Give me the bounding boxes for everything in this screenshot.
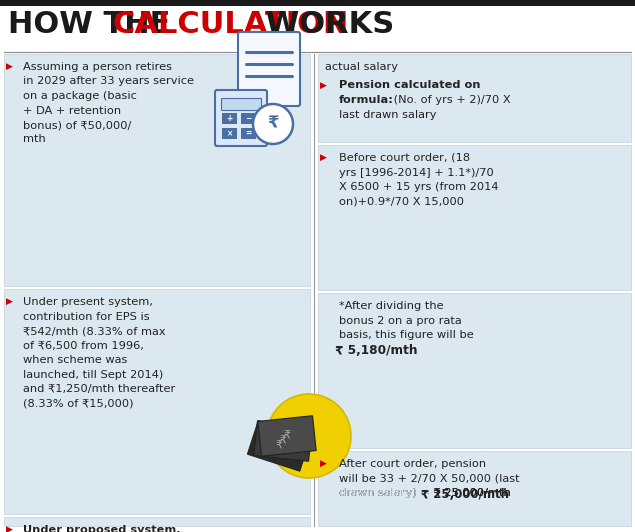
- Circle shape: [253, 104, 293, 144]
- Text: on)+0.9*/70 X 15,000: on)+0.9*/70 X 15,000: [339, 196, 464, 206]
- Text: ₹ 5,180/mth: ₹ 5,180/mth: [335, 345, 417, 358]
- Text: ▶: ▶: [320, 459, 327, 468]
- Text: =: =: [245, 129, 251, 138]
- Text: (8.33% of ₹15,000): (8.33% of ₹15,000): [23, 398, 133, 409]
- Text: +: +: [226, 114, 232, 123]
- Bar: [318, 145, 631, 290]
- Text: bonus 2 on a pro rata: bonus 2 on a pro rata: [339, 315, 462, 326]
- Text: contribution for EPS is: contribution for EPS is: [23, 312, 150, 321]
- Bar: [241, 113, 256, 124]
- Bar: [318, 293, 631, 448]
- Circle shape: [267, 394, 351, 478]
- Text: X 6500 + 15 yrs (from 2014: X 6500 + 15 yrs (from 2014: [339, 182, 498, 192]
- Bar: [222, 128, 237, 139]
- Text: formula:: formula:: [339, 95, 394, 105]
- Text: ₹: ₹: [276, 441, 283, 451]
- Text: and ₹1,250/mth thereafter: and ₹1,250/mth thereafter: [23, 384, 175, 394]
- Text: After court order, pension: After court order, pension: [339, 459, 486, 469]
- Text: ₹: ₹: [283, 431, 291, 441]
- Bar: [4, 289, 310, 514]
- Text: (No. of yrs + 2)/70 X: (No. of yrs + 2)/70 X: [390, 95, 511, 105]
- Text: ▶: ▶: [6, 62, 13, 71]
- Text: ▶: ▶: [6, 525, 13, 532]
- Text: mth: mth: [23, 135, 46, 145]
- Text: Assuming a person retires: Assuming a person retires: [23, 62, 172, 72]
- Text: ▶: ▶: [320, 153, 327, 162]
- FancyBboxPatch shape: [215, 90, 267, 146]
- Polygon shape: [258, 415, 316, 456]
- Text: actual salary: actual salary: [325, 62, 398, 72]
- Text: ₹: ₹: [279, 436, 286, 446]
- Text: −: −: [245, 114, 251, 123]
- Text: drawn salary) =: drawn salary) =: [339, 488, 434, 498]
- Text: ₹ 25,000/mth: ₹ 25,000/mth: [420, 488, 509, 501]
- FancyBboxPatch shape: [238, 32, 300, 106]
- Bar: [318, 54, 631, 142]
- Text: launched, till Sept 2014): launched, till Sept 2014): [23, 370, 163, 379]
- Polygon shape: [248, 421, 311, 471]
- Bar: [4, 517, 310, 526]
- Text: will be 33 + 2/70 X 50,000 (last: will be 33 + 2/70 X 50,000 (last: [339, 473, 519, 484]
- Text: ₹: ₹: [267, 114, 279, 132]
- Text: when scheme was: when scheme was: [23, 355, 128, 365]
- Text: ₹542/mth (8.33% of max: ₹542/mth (8.33% of max: [23, 326, 166, 336]
- Text: HOW THE: HOW THE: [8, 10, 181, 39]
- Bar: [221, 98, 261, 110]
- Text: drawn salary) = ₹ 25,000/mth: drawn salary) = ₹ 25,000/mth: [339, 488, 511, 498]
- Text: yrs [1996-2014] + 1.1*)/70: yrs [1996-2014] + 1.1*)/70: [339, 168, 494, 178]
- Text: drawn salary) = ₹ 25,000/mth: drawn salary) = ₹ 25,000/mth: [339, 488, 511, 498]
- Bar: [222, 113, 237, 124]
- Bar: [318, 451, 631, 526]
- Text: + DA + retention: + DA + retention: [23, 105, 121, 115]
- Text: bonus) of ₹50,000/: bonus) of ₹50,000/: [23, 120, 131, 130]
- Text: Pension calculated on: Pension calculated on: [339, 80, 481, 90]
- Text: on a package (basic: on a package (basic: [23, 91, 137, 101]
- Text: Before court order, (18: Before court order, (18: [339, 153, 470, 163]
- Bar: [0, 0, 635, 6]
- Bar: [4, 54, 310, 286]
- Text: Under present system,: Under present system,: [23, 297, 153, 307]
- Text: ×: ×: [226, 129, 232, 138]
- Text: CALCULATION: CALCULATION: [112, 10, 349, 39]
- Text: ▶: ▶: [6, 297, 13, 306]
- Bar: [241, 128, 256, 139]
- Text: WORKS: WORKS: [255, 10, 394, 39]
- Text: ▶: ▶: [320, 80, 327, 89]
- Text: Under proposed system,: Under proposed system,: [23, 525, 180, 532]
- Text: *After dividing the: *After dividing the: [339, 301, 444, 311]
- Text: in 2029 after 33 years service: in 2029 after 33 years service: [23, 77, 194, 87]
- Text: of ₹6,500 from 1996,: of ₹6,500 from 1996,: [23, 340, 144, 351]
- Text: basis, this figure will be: basis, this figure will be: [339, 330, 474, 340]
- Polygon shape: [254, 421, 312, 461]
- Text: last drawn salary: last drawn salary: [339, 110, 436, 120]
